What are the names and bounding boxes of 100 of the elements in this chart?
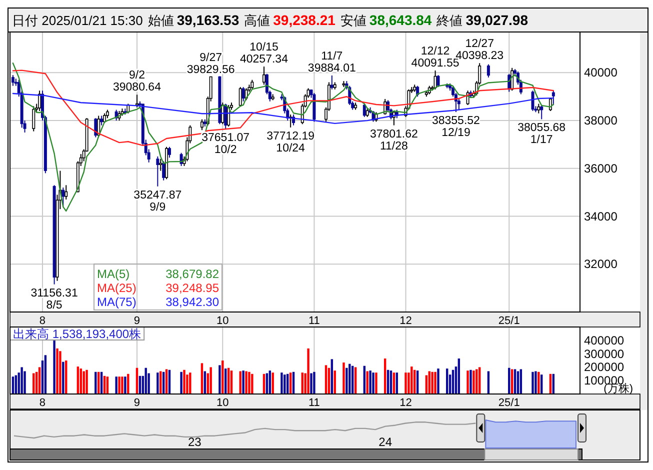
bar — [245, 371, 248, 394]
bar — [62, 362, 64, 394]
bar — [520, 369, 522, 394]
candlestick — [64, 184, 68, 200]
annotation: 35247.87 9/9 — [134, 189, 182, 214]
y-tick-label: 32000 — [584, 257, 618, 272]
text: 安値 38,643.84 — [340, 12, 432, 28]
candlestick — [162, 160, 166, 181]
annotation: 11/7 39884.01 — [308, 50, 356, 74]
y-tick-label: 38000 — [584, 114, 618, 128]
bar — [82, 371, 85, 394]
candlestick — [32, 106, 36, 132]
candlestick — [94, 118, 98, 138]
annotation: 9/27 39829.56 — [186, 52, 235, 76]
bar — [183, 370, 186, 394]
bar — [307, 348, 310, 394]
bar — [272, 372, 274, 394]
annotation: 9/2 39080.64 — [113, 70, 162, 94]
bar — [115, 376, 118, 394]
bar — [470, 370, 472, 394]
candlestick — [262, 66, 266, 86]
bar — [428, 371, 430, 394]
candlestick — [238, 86, 242, 107]
bar — [330, 359, 334, 394]
candlestick — [552, 90, 555, 106]
candlestick — [168, 146, 171, 158]
bar — [366, 371, 368, 394]
candlestick — [486, 64, 490, 78]
bar — [121, 376, 124, 394]
bar — [478, 367, 481, 394]
y-tick-label: 36000 — [584, 161, 618, 176]
bar — [372, 372, 374, 394]
y-tick-label: 200000 — [584, 360, 624, 374]
bar — [532, 372, 534, 394]
bar — [118, 376, 120, 394]
annotation: 10/15 40257.34 — [240, 42, 289, 66]
bar — [56, 348, 58, 394]
chart-title: 日付 2025/01/21 15:30 — [12, 13, 143, 28]
text: 始値 39,163.53 — [148, 12, 240, 28]
bar — [510, 369, 514, 394]
candlestick — [159, 158, 162, 172]
bar — [472, 370, 475, 394]
x-tick-label: 23 — [188, 435, 202, 449]
bar — [242, 370, 244, 394]
bar — [239, 371, 242, 394]
y-tick-label: 34000 — [584, 209, 618, 224]
bar — [437, 368, 440, 394]
annotation: 38355.52 12/19 — [432, 115, 480, 140]
annotation: 38055.68 1/17 — [518, 122, 566, 146]
bar — [410, 366, 413, 394]
bar — [38, 367, 41, 394]
bar — [538, 372, 540, 394]
candlestick — [38, 90, 42, 112]
bar — [20, 367, 23, 394]
annotation: 31156.31 8/5 — [30, 287, 78, 312]
bar — [342, 362, 345, 394]
bar — [324, 365, 328, 394]
annotation: 37712.19 10/24 — [266, 130, 315, 154]
bar — [375, 372, 378, 394]
candlestick — [200, 118, 204, 131]
candlestick — [250, 79, 254, 90]
bar — [284, 374, 286, 394]
x-tick-label: 25/1 — [498, 397, 520, 409]
annotation: 37801.62 11/28 — [370, 128, 418, 152]
bar — [200, 363, 204, 394]
bar — [248, 372, 250, 394]
bar — [160, 371, 162, 394]
bar — [86, 370, 88, 394]
candlestick — [531, 90, 534, 112]
bar — [369, 370, 372, 394]
bar — [32, 373, 35, 394]
line-series — [12, 92, 554, 124]
x-tick-label: 9 — [134, 315, 140, 327]
x-tick-label: 25/1 — [498, 315, 520, 327]
bar — [516, 371, 520, 394]
y-tick-label: 40000 — [584, 66, 618, 80]
bar — [204, 371, 206, 394]
bar — [180, 372, 182, 394]
candlestick — [242, 86, 245, 102]
bar — [189, 372, 192, 394]
bar — [266, 373, 268, 394]
bar — [384, 358, 386, 394]
bar — [431, 372, 434, 394]
candlestick — [362, 103, 366, 118]
bar — [313, 372, 316, 394]
bar — [310, 373, 312, 394]
x-tick-label: 8 — [39, 315, 46, 327]
bar — [53, 340, 56, 394]
candlestick — [537, 103, 540, 114]
bar — [354, 367, 357, 394]
text: 高値 39,238.21 — [244, 12, 336, 28]
text: MA(75) 38,942.30 — [97, 295, 219, 309]
bar — [124, 376, 126, 394]
x-tick-label: 24 — [378, 435, 392, 449]
x-tick-label: 10 — [216, 315, 229, 327]
bar — [404, 372, 407, 394]
bar — [14, 375, 18, 394]
bar — [346, 368, 348, 394]
bar — [487, 371, 490, 394]
text: MA(25) 39,248.95 — [97, 281, 219, 295]
